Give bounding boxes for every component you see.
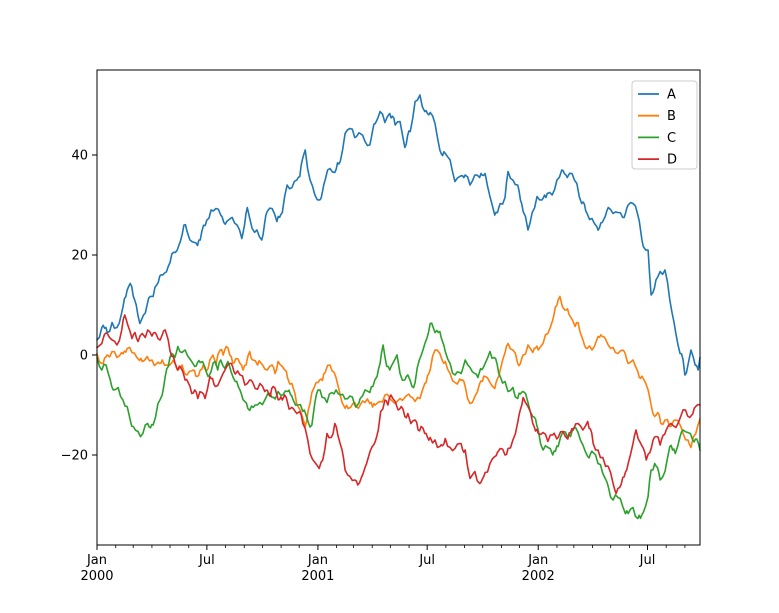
y-axis: −20 0 20 40 xyxy=(61,149,97,464)
axes-frame xyxy=(96,69,701,546)
legend-label-A: A xyxy=(667,88,676,103)
legend-item-B: B xyxy=(638,109,676,124)
y-tick-label: 40 xyxy=(71,149,88,164)
series-C-line xyxy=(96,322,701,520)
legend-item-D: D xyxy=(638,153,677,168)
x-tick-label-year: 2002 xyxy=(522,569,555,584)
plot-area xyxy=(97,70,700,545)
series-B-line xyxy=(96,295,701,449)
y-tick-label: 0 xyxy=(80,349,88,364)
legend-item-A: A xyxy=(638,88,676,103)
x-tick-label-month: Jan xyxy=(86,553,107,568)
series-lines xyxy=(96,94,701,520)
x-tick-label-month: Jul xyxy=(198,553,215,568)
x-tick-label-year: 2000 xyxy=(80,569,113,584)
legend-label-D: D xyxy=(667,153,677,168)
y-tick-label: 20 xyxy=(71,249,88,264)
series-A-line xyxy=(96,94,701,376)
x-tick-label-year: 2001 xyxy=(301,569,334,584)
x-tick-label-month: Jan xyxy=(527,553,548,568)
series-D-line xyxy=(96,314,701,495)
x-tick-label-month: Jul xyxy=(418,553,435,568)
legend-label-C: C xyxy=(667,131,676,146)
legend-label-B: B xyxy=(667,109,676,124)
x-tick-label-month: Jan xyxy=(307,553,328,568)
y-tick-label: −20 xyxy=(61,449,88,464)
legend-item-C: C xyxy=(638,131,676,146)
legend-box xyxy=(631,80,698,170)
x-tick-label-month: Jul xyxy=(639,553,656,568)
